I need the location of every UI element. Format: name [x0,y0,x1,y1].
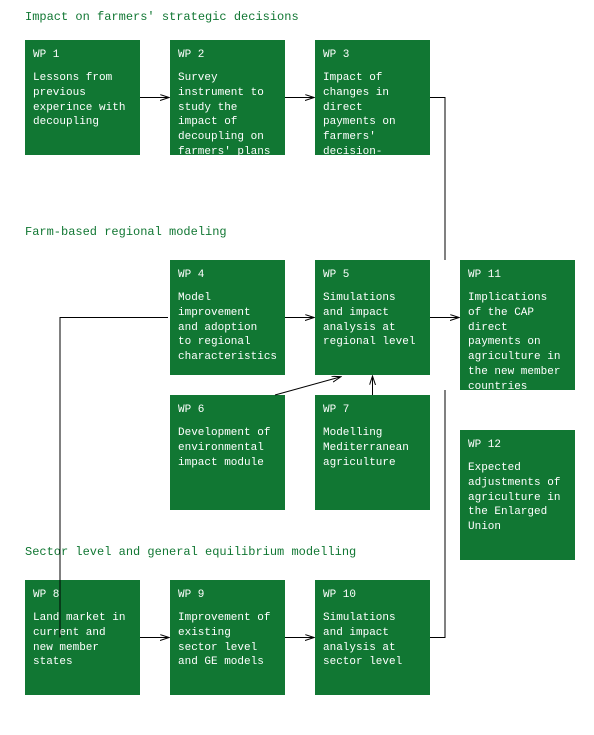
wp1-num: WP 1 [33,48,132,63]
wp5-box: WP 5 Simulations and impact analysis at … [315,260,430,375]
wp2-text: Survey instrument to study the impact of… [178,71,277,160]
wp10-box: WP 10 Simulations and impact analysis at… [315,580,430,695]
wp9-box: WP 9 Improvement of existing sector leve… [170,580,285,695]
wp8-text: Land market in current and new member st… [33,611,132,670]
wp4-num: WP 4 [178,268,277,283]
wp1-box: WP 1 Lessons from previous experince wit… [25,40,140,155]
section-title-2: Farm-based regional modeling [25,225,227,239]
wp6-box: WP 6 Development of environmental impact… [170,395,285,510]
section-title-1: Impact on farmers' strategic decisions [25,10,299,24]
wp3-num: WP 3 [323,48,422,63]
wp9-num: WP 9 [178,588,277,603]
wp5-text: Simulations and impact analysis at regio… [323,291,422,350]
wp4-box: WP 4 Model improvement and adoption to r… [170,260,285,375]
wp10-text: Simulations and impact analysis at secto… [323,611,422,670]
wp11-box: WP 11 Implications of the CAP direct pay… [460,260,575,390]
wp8-num: WP 8 [33,588,132,603]
wp8-box: WP 8 Land market in current and new memb… [25,580,140,695]
wp7-box: WP 7 Modelling Mediterranean agriculture [315,395,430,510]
wp3-text: Impact of changes in direct payments on … [323,71,422,175]
wp1-text: Lessons from previous experince with dec… [33,71,132,130]
wp2-num: WP 2 [178,48,277,63]
wp10-num: WP 10 [323,588,422,603]
wp4-text: Model improvement and adoption to region… [178,291,277,365]
wp7-text: Modelling Mediterranean agriculture [323,426,422,471]
wp7-num: WP 7 [323,403,422,418]
wp6-text: Development of environmental impact modu… [178,426,277,471]
section-title-3: Sector level and general equilibrium mod… [25,545,356,559]
wp9-text: Improvement of existing sector level and… [178,611,277,670]
wp11-num: WP 11 [468,268,567,283]
wp12-box: WP 12 Expected adjustments of agricultur… [460,430,575,560]
wp12-num: WP 12 [468,438,567,453]
wp3-box: WP 3 Impact of changes in direct payment… [315,40,430,155]
wp11-text: Implications of the CAP direct payments … [468,291,567,395]
wp5-num: WP 5 [323,268,422,283]
wp2-box: WP 2 Survey instrument to study the impa… [170,40,285,155]
wp12-text: Expected adjustments of agriculture in t… [468,461,567,535]
wp6-num: WP 6 [178,403,277,418]
